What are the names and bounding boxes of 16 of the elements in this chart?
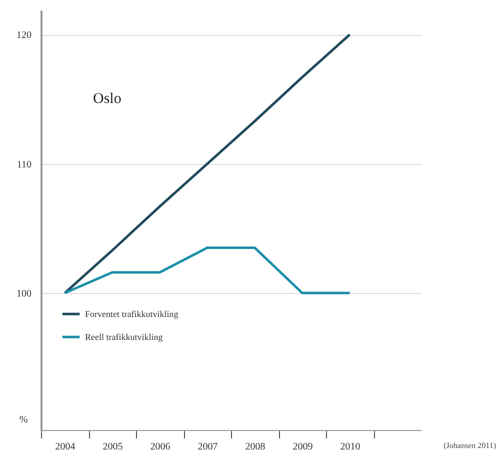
y-tick-label: 100: [16, 288, 32, 300]
x-tick-label: 2005: [102, 442, 123, 452]
y-tick-label: 110: [16, 159, 32, 170]
x-tick-label: 2008: [245, 442, 266, 452]
x-tick-label: 2006: [150, 442, 170, 452]
x-tick-label: 2010: [340, 442, 360, 452]
line-series: [64, 33, 351, 294]
y-tick-label: 120: [16, 30, 32, 42]
annotation: Oslo: [93, 91, 122, 108]
text: (Johansen 2011): [444, 441, 496, 450]
y-axis-title: %: [19, 414, 28, 426]
x-tick-label: 2007: [198, 442, 218, 452]
x-tick-label: 2004: [55, 442, 76, 452]
x-tick-label: 2009: [292, 442, 313, 452]
legend-label: Forventet trafikkutvikling: [85, 309, 179, 319]
legend-label: Reell trafikkutvikling: [85, 332, 164, 342]
